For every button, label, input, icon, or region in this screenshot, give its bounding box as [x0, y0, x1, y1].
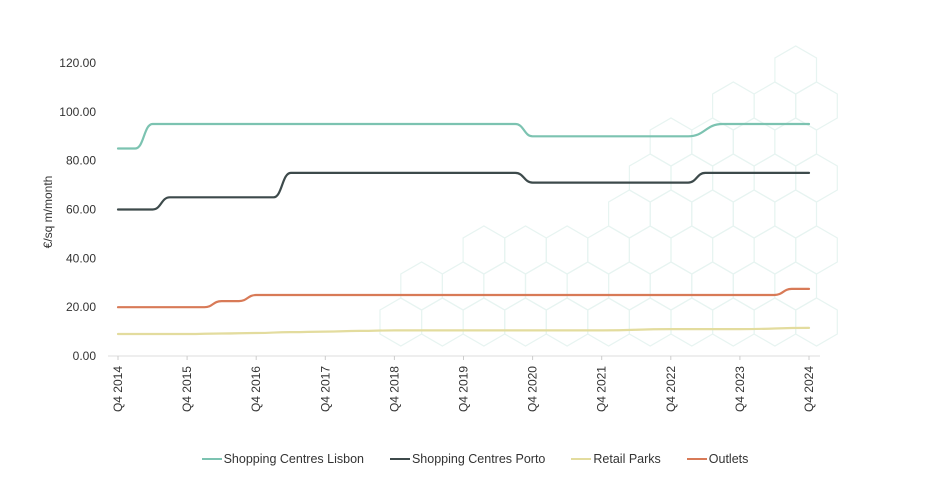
legend-swatch — [571, 458, 592, 460]
hexagon-shape — [587, 297, 631, 347]
y-tick-label: 20.00 — [66, 300, 96, 314]
y-tick-label: 40.00 — [66, 251, 96, 265]
x-tick-label: Q4 2020 — [526, 366, 540, 412]
hexagon-shape — [670, 153, 714, 203]
y-tick-label: 100.00 — [59, 105, 96, 119]
hexagon-shape — [628, 297, 672, 347]
hexagon-shape — [753, 225, 797, 275]
hexagon-shape — [774, 189, 818, 239]
x-tick-label: Q4 2014 — [111, 366, 125, 412]
hexagon-shape — [774, 117, 818, 167]
hexagon-shape — [670, 225, 714, 275]
hexagon-shape — [732, 117, 776, 167]
x-tick-label: Q4 2018 — [387, 366, 401, 412]
hexagon-shape — [732, 189, 776, 239]
hexagon-shape — [504, 297, 547, 347]
hexagon-shape — [587, 225, 631, 275]
x-tick-label: Q4 2023 — [733, 366, 747, 412]
legend: Shopping Centres Lisbon Shopping Centres … — [0, 452, 950, 466]
y-tick-label: 120.00 — [59, 56, 96, 70]
hexagon-shape — [649, 261, 693, 311]
hexagon-shape — [711, 81, 755, 131]
series-line-shopping-centres-porto — [116, 171, 811, 211]
y-tick-label: 80.00 — [66, 154, 96, 168]
hexagon-shape — [462, 297, 506, 347]
y-axis-label: €/sq m/month — [41, 176, 55, 249]
chart-axes — [108, 355, 820, 360]
hexagon-shape — [774, 45, 818, 95]
hexagon-shape — [607, 261, 651, 311]
y-tick-labels: 0.00 20.00 40.00 60.00 80.00 100.00 120.00 — [59, 56, 96, 363]
hexagon-watermark — [379, 45, 838, 347]
hexagon-shape — [795, 81, 838, 131]
legend-label: Shopping Centres Lisbon — [223, 452, 364, 466]
legend-label: Retail Parks — [593, 452, 661, 466]
x-tick-label: Q4 2017 — [318, 366, 332, 412]
hexagon-shape — [441, 261, 485, 311]
series-line-retail-parks — [116, 326, 811, 336]
x-tick-label: Q4 2022 — [664, 366, 678, 412]
hexagon-shape — [691, 261, 734, 311]
hexagon-shape — [628, 153, 672, 203]
x-tick-label: Q4 2019 — [457, 366, 471, 412]
legend-item-shopping-centres-lisbon: Shopping Centres Lisbon — [201, 452, 364, 466]
hexagon-shape — [795, 225, 838, 275]
series-line-shopping-centres-lisbon — [116, 122, 811, 150]
hexagon-shape — [607, 189, 651, 239]
legend-item-outlets: Outlets — [686, 452, 749, 466]
hexagon-shape — [649, 189, 693, 239]
hexagon-shape — [462, 225, 506, 275]
hexagon-shape — [524, 261, 568, 311]
x-tick-label: Q4 2016 — [249, 366, 263, 412]
hexagon-shape — [545, 225, 589, 275]
x-tick-label: Q4 2024 — [802, 366, 816, 412]
hexagon-shape — [753, 81, 797, 131]
hexagon-shape — [483, 261, 527, 311]
hexagon-shape — [670, 297, 714, 347]
hexagon-shape — [566, 261, 610, 311]
hexagon-shape — [753, 297, 797, 347]
x-tick-label: Q4 2021 — [595, 366, 609, 412]
y-tick-label: 60.00 — [66, 203, 96, 217]
hexagon-shape — [795, 153, 838, 203]
hexagon-shape — [421, 297, 464, 347]
y-tick-label: 0.00 — [73, 349, 97, 363]
legend-swatch — [686, 458, 707, 460]
hexagon-shape — [711, 297, 755, 347]
series-lines — [116, 122, 811, 336]
hexagon-shape — [711, 225, 755, 275]
hexagon-shape — [795, 297, 838, 347]
legend-item-retail-parks: Retail Parks — [571, 452, 661, 466]
hexagon-shape — [400, 261, 443, 311]
x-tick-label: Q4 2015 — [180, 366, 194, 412]
hexagon-shape — [732, 261, 776, 311]
hexagon-shape — [711, 153, 755, 203]
hexagon-shape — [545, 297, 589, 347]
hexagon-shape — [504, 225, 547, 275]
legend-label: Outlets — [708, 452, 749, 466]
legend-swatch — [389, 458, 410, 460]
hexagon-shape — [628, 225, 672, 275]
series-line-outlets — [116, 287, 811, 309]
legend-swatch — [201, 458, 222, 460]
x-tick-labels: Q4 2014 Q4 2015 Q4 2016 Q4 2017 Q4 2018 Q4 20… — [111, 366, 816, 412]
hexagon-shape — [774, 261, 818, 311]
hexagon-shape — [753, 153, 797, 203]
hexagon-shape — [379, 297, 423, 347]
legend-label: Shopping Centres Porto — [411, 452, 546, 466]
legend-item-shopping-centres-porto: Shopping Centres Porto — [389, 452, 546, 466]
hexagon-shape — [649, 117, 693, 167]
hexagon-shape — [691, 189, 734, 239]
